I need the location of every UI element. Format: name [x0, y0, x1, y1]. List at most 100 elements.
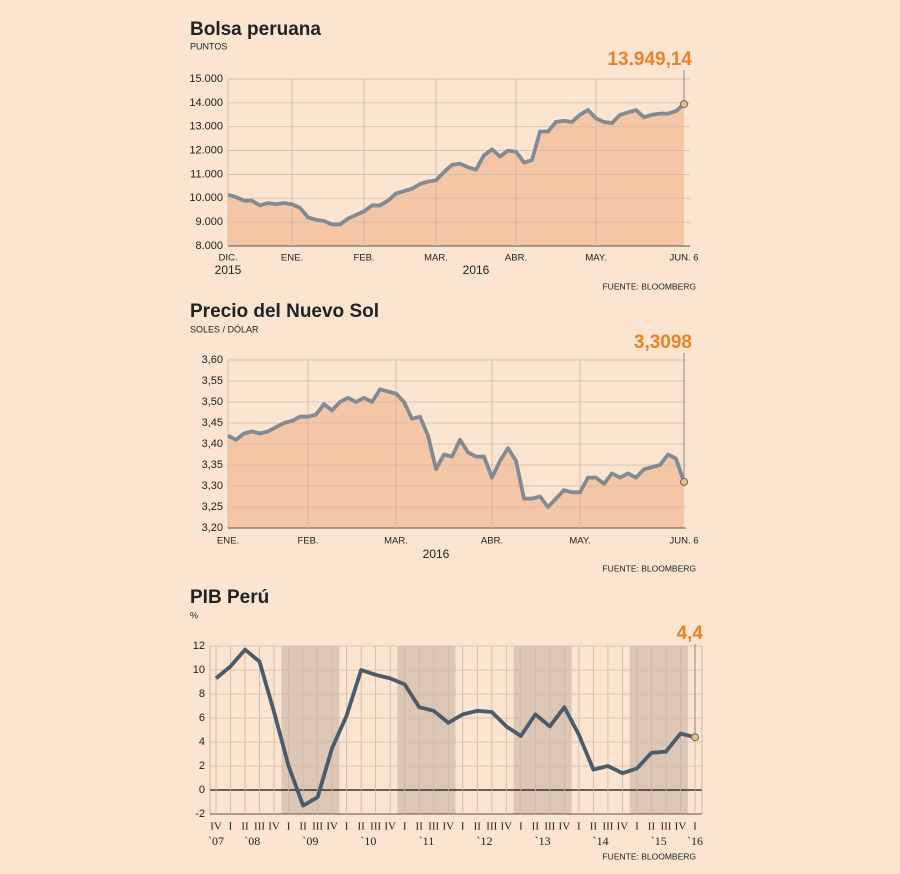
- x-tick-label: ABR.: [481, 536, 503, 547]
- year-band: [281, 646, 340, 814]
- y-tick-label: 0: [199, 784, 205, 796]
- y-tick-label: 14.000: [189, 97, 223, 109]
- x-tick-label: III: [602, 821, 613, 833]
- chart-subtitle: PUNTOS: [190, 41, 227, 51]
- x-year-label: 2016: [423, 547, 450, 561]
- x-tick-label: IV: [326, 821, 338, 833]
- y-tick-label: 8.000: [195, 240, 223, 252]
- y-tick-label: 12.000: [189, 144, 223, 156]
- x-tick-label: I: [345, 821, 349, 833]
- x-tick-label: IV: [442, 821, 454, 833]
- x-tick-label: II: [416, 821, 424, 833]
- y-tick-label: -2: [195, 808, 205, 820]
- year-band: [629, 646, 688, 814]
- y-tick-label: 8: [199, 688, 205, 700]
- y-tick-label: 9.000: [195, 216, 223, 228]
- y-tick-label: 3,20: [202, 522, 223, 534]
- line: [214, 647, 696, 808]
- x-tick-label: IV: [268, 821, 280, 833]
- y-tick-label: 10: [193, 664, 205, 676]
- x-tick-label: MAR.: [384, 536, 408, 547]
- x-tick-label: MAY.: [585, 253, 606, 264]
- x-tick-label: III: [254, 821, 265, 833]
- y-tick-label: 4: [199, 736, 205, 748]
- y-tick-label: 3,50: [202, 396, 223, 408]
- y-tick-label: 3,25: [202, 501, 223, 513]
- x-tick-label: I: [461, 821, 465, 833]
- x-tick-label: II: [241, 821, 249, 833]
- y-tick-label: 3,45: [202, 417, 223, 429]
- value-label: 4,4: [677, 623, 704, 644]
- x-tick-label: IV: [675, 821, 687, 833]
- area: [228, 104, 684, 246]
- x-year-label: `08: [244, 834, 260, 848]
- x-tick-label: IV: [384, 821, 396, 833]
- x-tick-label: IV: [210, 821, 222, 833]
- x-tick-label: IV: [500, 821, 512, 833]
- x-tick-label: JUN. 6: [669, 536, 698, 547]
- y-tick-label: 10.000: [189, 192, 223, 204]
- x-tick-label: MAY.: [569, 536, 590, 547]
- x-tick-label: I: [403, 821, 407, 833]
- x-tick-label: III: [312, 821, 323, 833]
- chart-title: Bolsa peruana: [190, 19, 321, 40]
- x-tick-label: II: [357, 821, 365, 833]
- end-marker: [680, 477, 688, 486]
- x-tick-label: II: [474, 821, 482, 833]
- x-tick-label: FEB.: [297, 536, 318, 547]
- x-tick-label: III: [428, 821, 439, 833]
- y-tick-label: 11.000: [190, 168, 223, 180]
- x-year-label: `07: [208, 834, 224, 848]
- line: [227, 387, 686, 509]
- x-tick-label: I: [577, 821, 581, 833]
- x-tick-label: I: [519, 821, 523, 833]
- x-year-label: `12: [477, 834, 493, 848]
- chart-subtitle: SOLES / DÓLAR: [190, 324, 259, 334]
- y-tick-label: 6: [199, 712, 205, 724]
- chart-title: Precio del Nuevo Sol: [190, 301, 379, 322]
- chart-title: PIB Perú: [190, 587, 269, 608]
- y-tick-label: 3,35: [202, 459, 223, 471]
- y-tick-label: 12: [193, 640, 205, 652]
- x-tick-label: I: [229, 821, 233, 833]
- x-tick-label: I: [635, 821, 639, 833]
- x-tick-label: DIC.: [219, 253, 238, 264]
- end-marker: [691, 733, 699, 742]
- x-tick-label: I: [287, 821, 291, 833]
- x-tick-label: JUN. 6: [669, 253, 698, 264]
- y-tick-label: 3,55: [202, 375, 223, 387]
- year-band: [397, 646, 456, 814]
- y-tick-label: 3,30: [202, 480, 223, 492]
- end-marker: [680, 100, 688, 109]
- x-year-label: `15: [651, 834, 667, 848]
- chart-subtitle: %: [190, 610, 198, 620]
- x-year-label: `11: [419, 834, 435, 848]
- value-label: 13.949,14: [607, 49, 692, 70]
- x-tick-label: IV: [617, 821, 629, 833]
- x-tick-label: II: [590, 821, 598, 833]
- x-tick-label: IV: [559, 821, 571, 833]
- x-tick-label: II: [648, 821, 656, 833]
- x-tick-label: III: [544, 821, 555, 833]
- y-tick-label: 13.000: [189, 121, 223, 133]
- x-tick-label: ENE.: [217, 536, 239, 547]
- source: FUENTE: BLOOMBERG: [602, 281, 696, 291]
- x-tick-label: I: [693, 821, 697, 833]
- y-tick-label: 2: [199, 760, 205, 772]
- x-tick-label: III: [486, 821, 497, 833]
- x-tick-label: FEB.: [353, 253, 374, 264]
- x-tick-label: ABR.: [505, 253, 527, 264]
- x-tick-label: ENE.: [281, 253, 303, 264]
- x-tick-label: II: [532, 821, 540, 833]
- source: FUENTE: BLOOMBERG: [602, 851, 696, 861]
- x-tick-label: III: [370, 821, 381, 833]
- y-tick-label: 3,40: [202, 438, 223, 450]
- line: [227, 102, 686, 227]
- x-tick-label: MAR.: [424, 253, 448, 264]
- source: FUENTE: BLOOMBERG: [602, 563, 696, 573]
- x-year-label: `13: [535, 834, 551, 848]
- x-year-label: `14: [593, 834, 609, 848]
- x-year-label: `09: [302, 834, 318, 848]
- y-tick-label: 15.000: [189, 73, 223, 85]
- x-year-label: 2015: [215, 263, 242, 277]
